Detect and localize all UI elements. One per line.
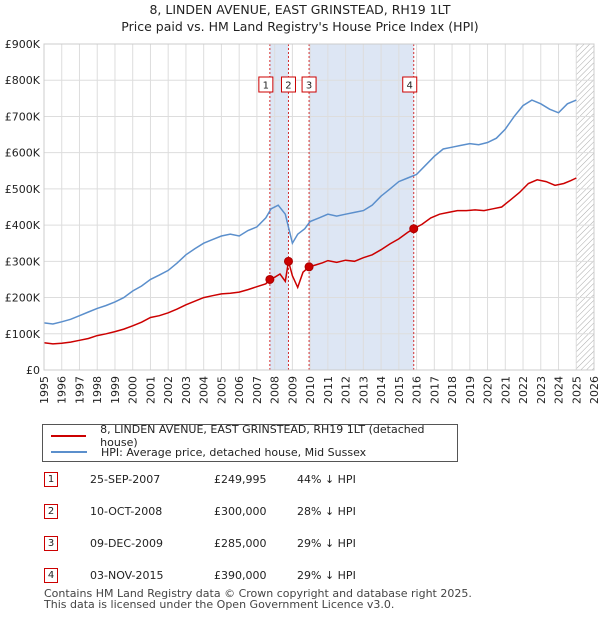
x-tick-label: 1997 bbox=[73, 376, 86, 404]
transaction-marker-box bbox=[258, 76, 274, 93]
legend-line-property bbox=[51, 435, 87, 437]
y-tick-label: £300K bbox=[5, 255, 41, 268]
transaction-point bbox=[265, 274, 275, 284]
legend-label-hpi: HPI: Average price, detached house, Mid … bbox=[101, 445, 367, 459]
transaction-hpi-diff: 29% ↓ HPI bbox=[297, 537, 356, 550]
transaction-number-badge: 3 bbox=[44, 536, 58, 551]
transaction-point bbox=[304, 262, 314, 272]
x-tick-label: 2004 bbox=[198, 376, 211, 404]
series-line-hpi bbox=[43, 99, 577, 325]
x-tick-label: 2019 bbox=[464, 376, 477, 404]
x-tick-label: 2017 bbox=[428, 376, 441, 404]
legend-item-property: 8, LINDEN AVENUE, EAST GRINSTEAD, RH19 1… bbox=[51, 423, 457, 449]
footer-attribution: Contains HM Land Registry data © Crown c… bbox=[44, 588, 472, 610]
chart-legend: 8, LINDEN AVENUE, EAST GRINSTEAD, RH19 1… bbox=[42, 423, 458, 462]
y-tick-label: £600K bbox=[5, 147, 41, 160]
x-tick-label: 1995 bbox=[38, 376, 51, 404]
transaction-marker-box bbox=[301, 76, 317, 93]
x-tick-label: 2009 bbox=[286, 376, 299, 404]
x-tick-label: 1996 bbox=[56, 376, 69, 404]
x-tick-label: 2015 bbox=[393, 376, 406, 404]
transaction-price: £285,000 bbox=[214, 537, 267, 550]
future-hatch bbox=[576, 44, 594, 370]
x-tick-label: 1999 bbox=[109, 376, 122, 404]
transaction-hpi-diff: 29% ↓ HPI bbox=[297, 569, 356, 582]
chart-title-address: 8, LINDEN AVENUE, EAST GRINSTEAD, RH19 1… bbox=[149, 2, 451, 17]
y-tick-label: £800K bbox=[5, 74, 41, 87]
y-tick-label: £700K bbox=[5, 110, 41, 123]
transaction-date: 10-OCT-2008 bbox=[90, 505, 163, 518]
transaction-number-badge: 2 bbox=[44, 504, 58, 519]
x-tick-label: 2005 bbox=[215, 376, 228, 404]
x-tick-label: 2003 bbox=[180, 376, 193, 404]
x-tick-label: 2014 bbox=[375, 376, 388, 404]
transaction-date: 09-DEC-2009 bbox=[90, 537, 164, 550]
transaction-number-badge: 4 bbox=[44, 568, 58, 583]
x-tick-label: 1998 bbox=[91, 376, 104, 404]
table-row: 3 09-DEC-2009 £285,000 29% ↓ HPI bbox=[0, 534, 600, 554]
x-tick-label: 2002 bbox=[162, 376, 175, 404]
transaction-hpi-diff: 28% ↓ HPI bbox=[297, 505, 356, 518]
price-chart: 1 2 3 4 £0 £100K £200K £300K £400K £500K £600K £700… bbox=[5, 38, 600, 404]
transaction-date: 25-SEP-2007 bbox=[90, 473, 161, 486]
x-tick-label: 2007 bbox=[251, 376, 264, 404]
x-tick-label: 2021 bbox=[499, 376, 512, 404]
x-tick-label: 2025 bbox=[570, 376, 583, 404]
footer-copyright: Contains HM Land Registry data © Crown c… bbox=[44, 587, 472, 600]
x-tick-label: 2013 bbox=[357, 376, 370, 404]
transaction-date: 03-NOV-2015 bbox=[90, 569, 164, 582]
x-tick-label: 2010 bbox=[304, 376, 317, 404]
y-tick-label: £0 bbox=[26, 364, 40, 377]
y-tick-label: £400K bbox=[5, 219, 41, 232]
x-tick-label: 2018 bbox=[446, 376, 459, 404]
x-tick-label: 2016 bbox=[411, 376, 424, 404]
transaction-marker-label: 2 bbox=[285, 81, 291, 92]
table-row: 1 25-SEP-2007 £249,995 44% ↓ HPI bbox=[0, 470, 600, 490]
transaction-number-badge: 1 bbox=[44, 472, 58, 487]
shade-band bbox=[309, 44, 414, 370]
x-tick-label: 2022 bbox=[517, 376, 530, 404]
x-tick-label: 2001 bbox=[144, 376, 157, 404]
y-tick-label: £200K bbox=[5, 292, 41, 305]
x-tick-label: 2000 bbox=[127, 376, 140, 404]
transaction-marker-box bbox=[402, 76, 418, 93]
table-row: 4 03-NOV-2015 £390,000 29% ↓ HPI bbox=[0, 566, 600, 586]
table-row: 2 10-OCT-2008 £300,000 28% ↓ HPI bbox=[0, 502, 600, 522]
y-tick-label: £500K bbox=[5, 183, 41, 196]
x-tick-label: 2026 bbox=[588, 376, 600, 404]
footer-licence: This data is licensed under the Open Gov… bbox=[44, 598, 395, 611]
plot-frame bbox=[43, 43, 595, 371]
transaction-price: £300,000 bbox=[214, 505, 267, 518]
legend-label-property: 8, LINDEN AVENUE, EAST GRINSTEAD, RH19 1… bbox=[100, 423, 425, 449]
transaction-marker-label: 4 bbox=[407, 81, 413, 92]
y-tick-label: £900K bbox=[5, 38, 41, 51]
transaction-hpi-diff: 44% ↓ HPI bbox=[297, 473, 356, 486]
transaction-price: £249,995 bbox=[214, 473, 267, 486]
transaction-marker-label: 3 bbox=[306, 81, 312, 92]
x-tick-label: 2012 bbox=[340, 376, 353, 404]
transaction-point bbox=[409, 224, 419, 234]
chart-subtitle: Price paid vs. HM Land Registry's House … bbox=[121, 19, 479, 34]
series-line-property bbox=[43, 177, 577, 345]
x-tick-label: 2024 bbox=[553, 376, 566, 404]
x-tick-label: 2008 bbox=[269, 376, 282, 404]
x-tick-label: 2020 bbox=[482, 376, 495, 404]
x-tick-label: 2011 bbox=[322, 376, 335, 404]
transaction-point bbox=[283, 256, 293, 266]
y-tick-label: £100K bbox=[5, 328, 41, 341]
legend-line-hpi bbox=[51, 451, 87, 453]
x-tick-label: 2023 bbox=[535, 376, 548, 404]
x-tick-label: 2006 bbox=[233, 376, 246, 404]
transaction-marker-box bbox=[280, 76, 296, 93]
transaction-marker-label: 1 bbox=[263, 81, 269, 92]
transaction-price: £390,000 bbox=[214, 569, 267, 582]
legend-item-hpi: HPI: Average price, detached house, Mid … bbox=[51, 444, 366, 460]
